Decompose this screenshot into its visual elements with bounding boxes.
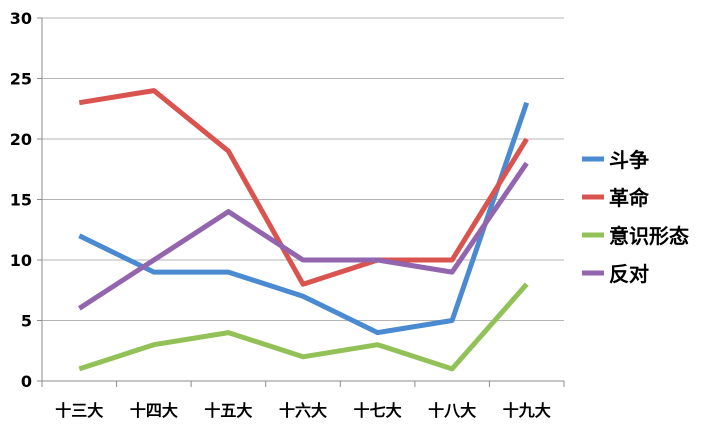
y-tick-label: 25 (10, 70, 32, 89)
series-lines (77, 88, 530, 372)
legend-label: 斗争 (609, 148, 649, 172)
x-tick-label: 十五大 (204, 401, 252, 420)
series-line-0 (78, 101, 530, 336)
series-line-3 (77, 161, 529, 311)
axes (37, 17, 565, 387)
legend-label: 意识形态 (609, 224, 689, 248)
series-line-1 (78, 88, 529, 287)
legend-label: 革命 (609, 186, 650, 210)
legend-label: 反对 (609, 262, 649, 286)
y-tick-label: 15 (10, 191, 32, 210)
x-tick-label: 十三大 (55, 401, 103, 420)
x-tick-label: 十九大 (503, 401, 551, 420)
y-tick-label: 5 (21, 312, 32, 331)
x-tick-label: 十六大 (279, 401, 327, 420)
x-tick-label: 十四大 (130, 401, 178, 420)
y-tick-label: 10 (10, 251, 32, 270)
grid-lines (42, 17, 564, 321)
y-axis-ticks: 0 5 10 15 20 25 30 (10, 9, 32, 391)
y-tick-label: 20 (10, 130, 32, 149)
y-tick-label: 0 (21, 372, 32, 391)
x-axis-ticks: 十三大 十四大 十五大 十六大 十七大 十八大 十九大 (55, 401, 550, 420)
series-line-2 (78, 282, 529, 372)
x-tick-label: 十八大 (428, 401, 476, 420)
y-tick-label: 30 (10, 9, 32, 28)
x-tick-label: 十七大 (354, 401, 402, 420)
